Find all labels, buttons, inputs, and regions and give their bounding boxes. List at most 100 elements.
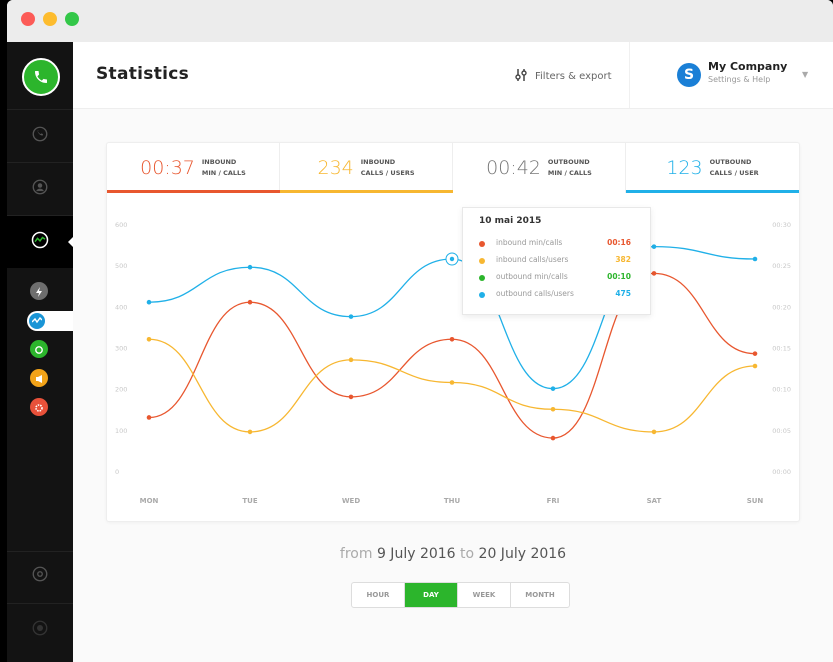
app-settings[interactable] (30, 398, 48, 416)
settings-help-link[interactable]: Settings & Help (708, 75, 771, 84)
stat-value: 00:37 (140, 157, 195, 179)
sidebar-divider (7, 215, 73, 216)
x-tick-label: MON (140, 497, 159, 505)
range-start-date[interactable]: 9 July 2016 (376, 546, 456, 562)
sidebar-item-statistics[interactable] (7, 216, 74, 268)
stat-inbound-calls-users[interactable]: 234 INBOUND CALLS / USERS (280, 143, 453, 193)
period-week-button[interactable]: WEEK (458, 583, 511, 607)
series-line-inbound_min_calls (148, 272, 756, 439)
sidebar-divider (7, 162, 73, 163)
stat-label: OUTBOUND CALLS / USER (709, 158, 759, 177)
data-point-inbound_calls_users (348, 357, 354, 363)
tooltip-value: 00:16 (607, 238, 631, 247)
gear-icon (34, 398, 44, 417)
y-tick-label-left: 400 (115, 303, 127, 311)
data-point-inbound_min_calls (752, 351, 758, 356)
data-point-outbound_calls_users (348, 314, 354, 319)
phone-logo-icon[interactable] (22, 58, 60, 96)
maximize-window-button[interactable] (65, 12, 79, 26)
filters-export-button[interactable]: Filters & export (514, 68, 612, 85)
stat-underline (107, 190, 280, 193)
period-month-button[interactable]: MONTH (525, 591, 555, 599)
company-avatar: S (677, 63, 701, 87)
data-point-inbound_min_calls (550, 435, 556, 441)
tooltip-title: 10 mai 2015 (479, 216, 542, 226)
y-tick-label-left: 600 (115, 221, 127, 229)
filters-label: Filters & export (535, 71, 612, 82)
data-point-inbound_calls_users (550, 406, 556, 412)
x-tick-label: WED (342, 497, 361, 505)
tooltip-value: 475 (615, 289, 631, 298)
period-hour-button[interactable]: HOUR (352, 583, 405, 607)
y-tick-label-right: 00:25 (772, 262, 791, 270)
data-point-outbound_calls_users (651, 244, 657, 249)
data-point-inbound_min_calls (146, 415, 152, 420)
app-analytics[interactable] (27, 311, 73, 331)
y-tick-label-left: 100 (115, 427, 127, 435)
stat-outbound-min-calls[interactable]: 00:42 OUTBOUND MIN / CALLS (453, 143, 626, 193)
tooltip-value: 00:10 (607, 272, 631, 281)
sidebar (7, 42, 74, 662)
app-lightning[interactable] (30, 282, 48, 300)
y-tick-label-right: 00:05 (772, 427, 791, 435)
legend-dot (479, 241, 485, 247)
data-point-outbound_calls_users (752, 256, 758, 262)
period-day-button[interactable]: DAY (405, 583, 458, 607)
data-point-inbound_min_calls (247, 299, 253, 305)
stat-underline (626, 190, 799, 193)
tooltip-row: outbound calls/users 475 (479, 289, 631, 301)
profile-icon (31, 619, 49, 641)
data-point-inbound_calls_users (247, 429, 253, 435)
tooltip-label: inbound min/calls (496, 238, 563, 247)
data-point-inbound_min_calls (651, 271, 657, 276)
tooltip-label: outbound calls/users (496, 289, 574, 298)
y-tick-label-left: 200 (115, 386, 127, 394)
app-sync[interactable] (30, 340, 48, 358)
data-point-inbound_calls_users (752, 363, 758, 369)
series-line-outbound_calls_users (148, 245, 756, 390)
tooltip-label: outbound min/calls (496, 272, 568, 281)
page-header: Statistics Filters & export S My Company… (73, 42, 833, 109)
app-window: Statistics Filters & export S My Company… (7, 0, 833, 662)
sidebar-item-call-history[interactable] (7, 110, 73, 162)
pulse-icon (29, 313, 45, 329)
sync-icon (34, 340, 44, 359)
hover-marker-dot (449, 256, 455, 262)
y-tick-label-right: 00:15 (772, 345, 791, 353)
account-menu[interactable]: S My Company Settings & Help ▼ (629, 42, 833, 108)
close-window-button[interactable] (21, 12, 35, 26)
sidebar-item-profile[interactable] (7, 604, 73, 656)
data-point-inbound_calls_users (449, 380, 455, 385)
sidebar-item-contacts[interactable] (7, 163, 73, 215)
data-point-inbound_min_calls (348, 394, 354, 400)
stat-label: INBOUND MIN / CALLS (201, 158, 246, 177)
sidebar-divider (7, 109, 73, 110)
app-notify[interactable] (30, 369, 48, 387)
megaphone-icon (34, 369, 44, 388)
stat-value: 234 (317, 157, 354, 179)
lightning-icon (34, 282, 44, 301)
legend-dot (479, 258, 485, 264)
minimize-window-button[interactable] (43, 12, 57, 26)
sidebar-divider (7, 551, 73, 552)
data-point-outbound_calls_users (247, 264, 253, 270)
title-bar (7, 0, 833, 43)
statistics-icon (30, 230, 50, 254)
sidebar-item-integrations[interactable] (7, 550, 73, 602)
tooltip-value: 382 (615, 255, 631, 264)
range-from: from (339, 546, 373, 562)
data-point-inbound_min_calls (449, 336, 455, 342)
date-range: from 9 July 2016 to 20 July 2016 (73, 546, 833, 562)
y-tick-label-left: 0 (115, 468, 119, 476)
y-tick-label-right: 00:00 (772, 468, 791, 476)
legend-dot (479, 275, 485, 281)
y-tick-label-right: 00:20 (772, 303, 791, 311)
range-end-date[interactable]: 20 July 2016 (478, 546, 567, 562)
contacts-icon (31, 178, 49, 200)
stat-outbound-calls-user[interactable]: 123 OUTBOUND CALLS / USER (626, 143, 799, 193)
stat-inbound-min-calls[interactable]: 00:37 INBOUND MIN / CALLS (107, 143, 280, 193)
data-point-inbound_calls_users (651, 429, 657, 435)
period-selector: HOUR DAY WEEK MONTH (351, 582, 570, 608)
range-to: to (460, 546, 475, 562)
tooltip-row: inbound calls/users 382 (479, 255, 631, 267)
